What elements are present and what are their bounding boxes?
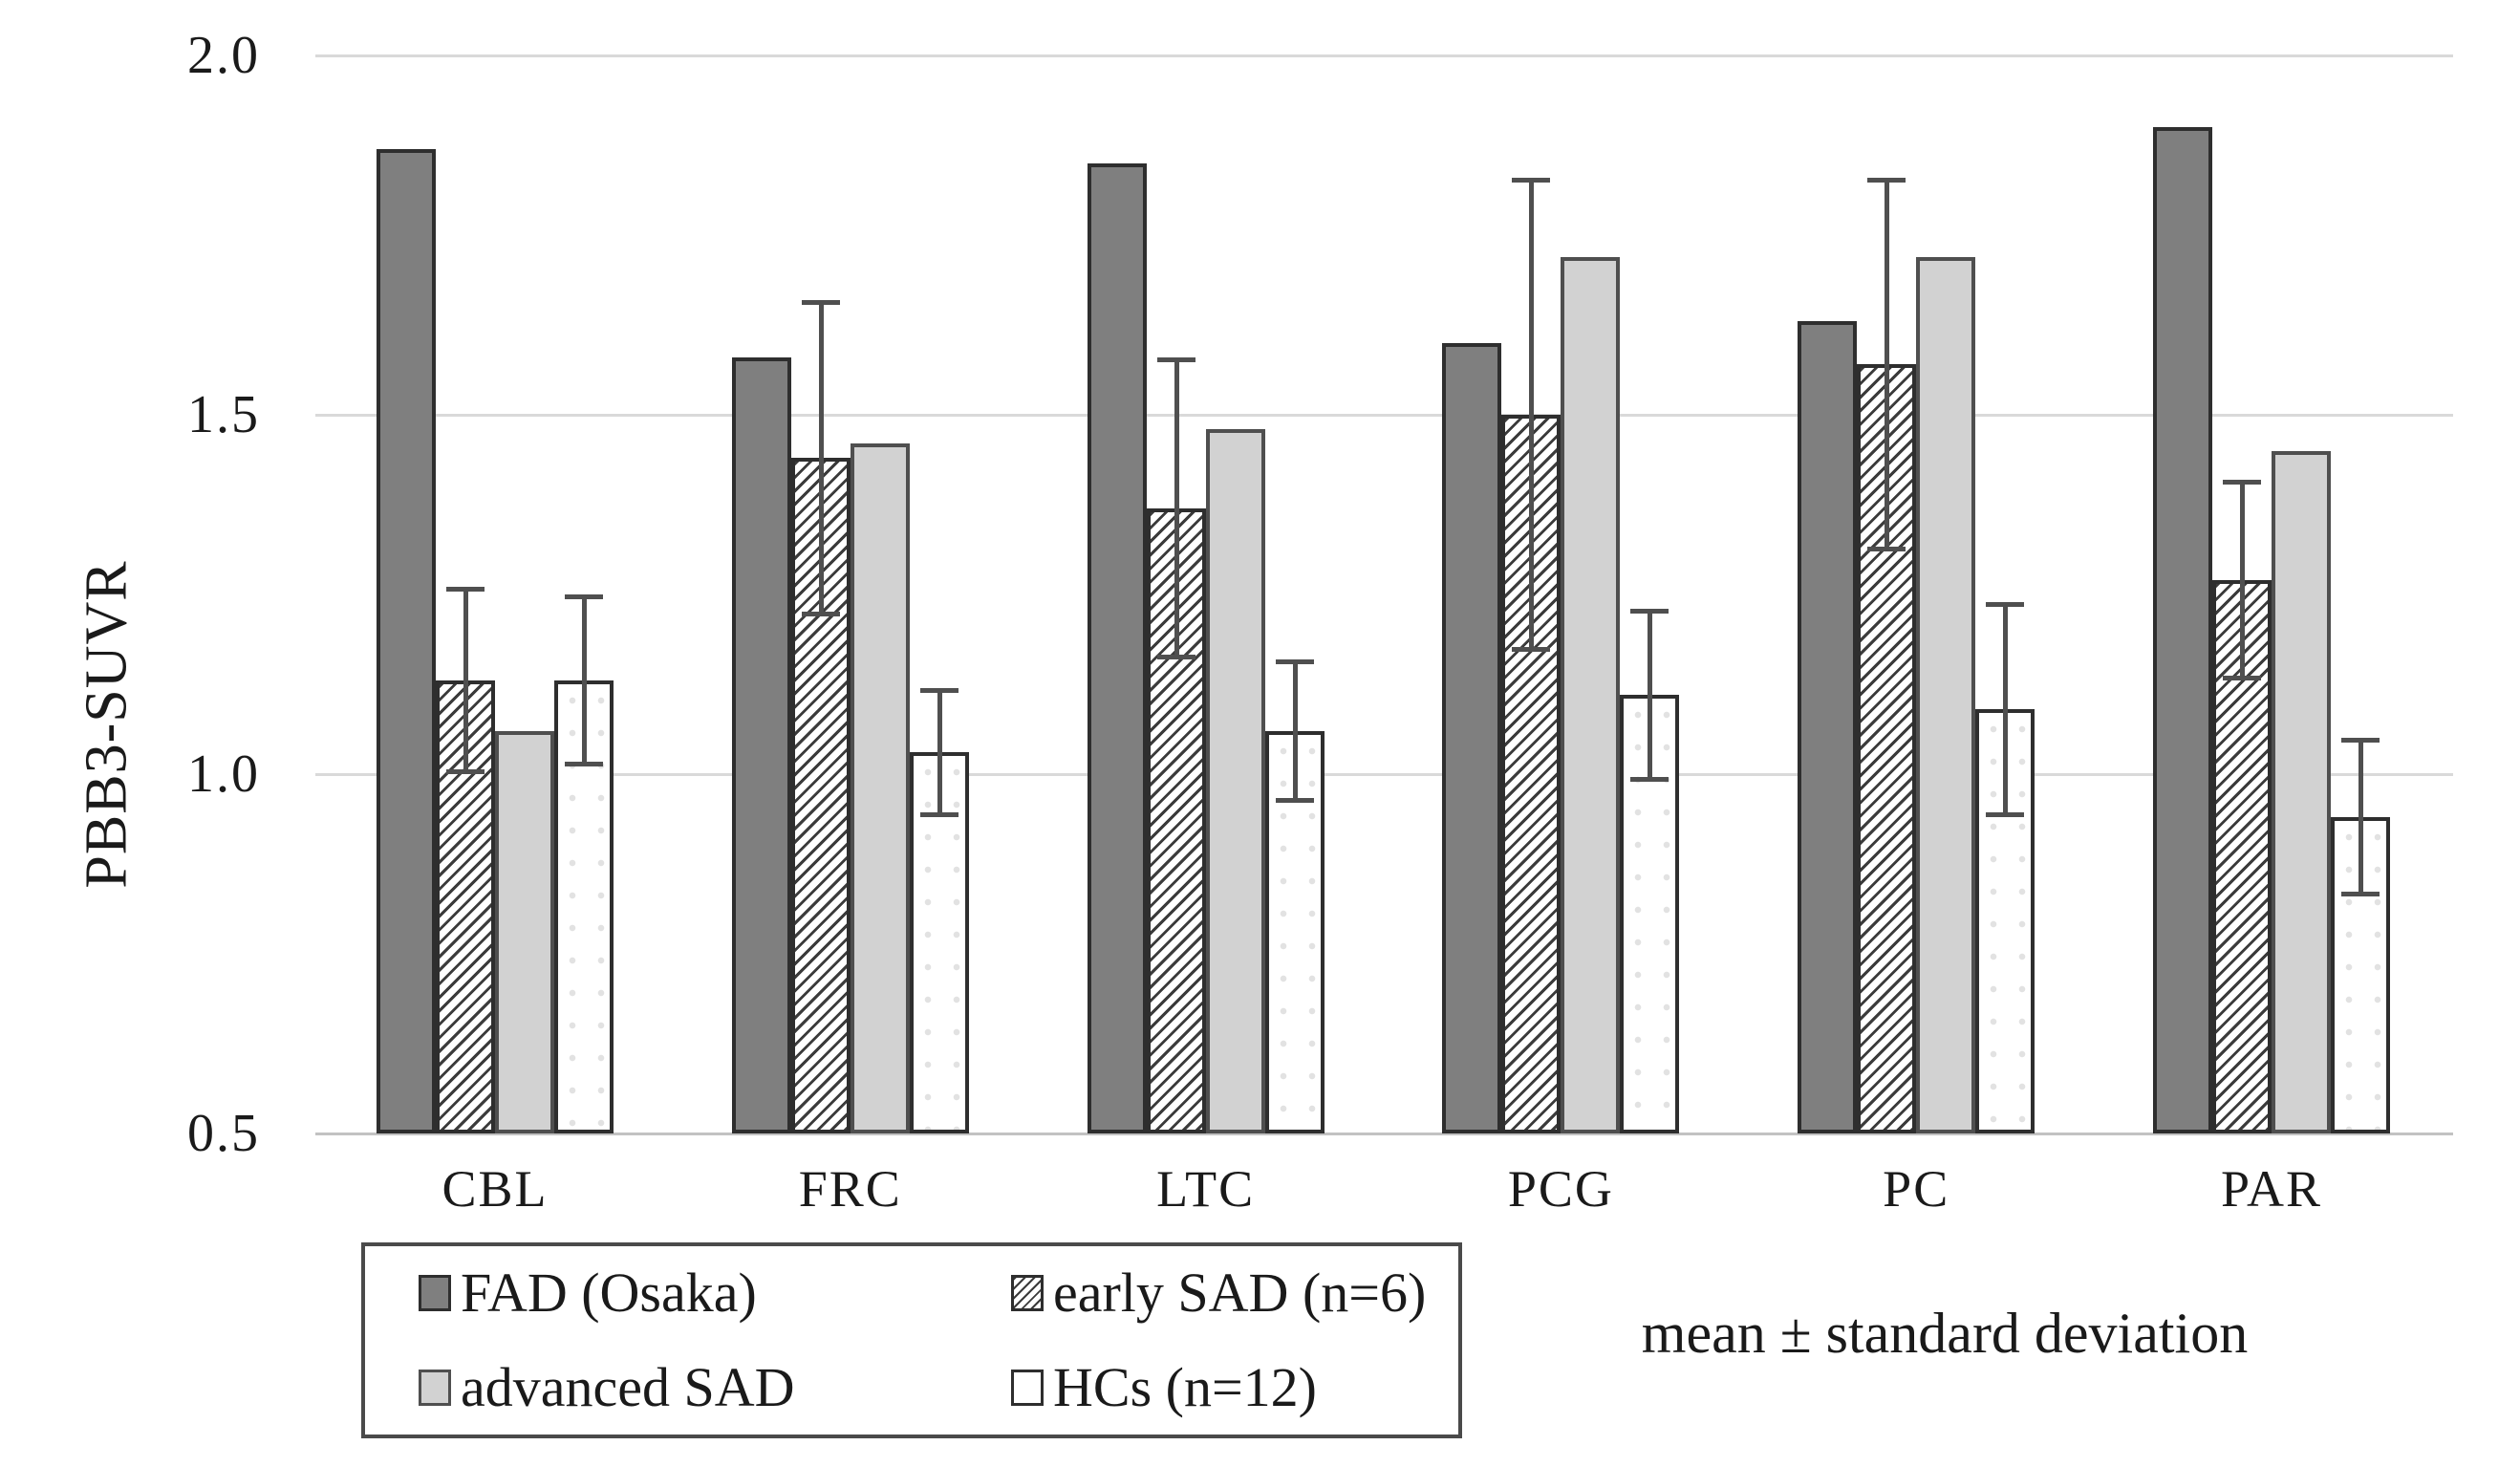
error-bar-cap-bottom xyxy=(1867,546,1906,551)
error-bar-cap-bottom xyxy=(1156,654,1195,659)
x-category-label-PAR: PAR xyxy=(2220,1160,2323,1218)
legend-box: FAD (Osaka) early SAD (n=6) advanced SAD HC… xyxy=(361,1242,1462,1438)
bar-solid-dark-PAR xyxy=(2153,127,2212,1133)
error-bar-cap-bottom xyxy=(1986,812,2025,818)
error-bar-cap-top xyxy=(1156,356,1195,362)
bar-solid-light-FRC xyxy=(850,443,910,1133)
x-category-label-CBL: CBL xyxy=(442,1160,549,1218)
legend-swatch-icon xyxy=(1011,1369,1044,1406)
bar-solid-light-LTC xyxy=(1205,429,1265,1133)
error-bar-CBL xyxy=(565,594,603,767)
error-bar-cap-bottom xyxy=(801,611,840,616)
error-bar-PC xyxy=(1867,177,1906,551)
y-tick-label: 1.0 xyxy=(187,744,260,804)
error-bar-stem xyxy=(1885,177,1890,551)
error-bar-stem xyxy=(2003,601,2009,818)
error-bar-PC xyxy=(1986,601,2025,818)
bar-solid-light-PC xyxy=(1916,256,1976,1133)
x-category-label-LTC: LTC xyxy=(1156,1160,1256,1218)
error-bar-PAR xyxy=(2223,479,2261,681)
x-category-label-FRC: FRC xyxy=(798,1160,902,1218)
error-bar-PCG xyxy=(1512,177,1551,653)
error-bar-cap-top xyxy=(1867,177,1906,183)
x-axis-line xyxy=(315,1133,2453,1135)
error-bar-cap-top xyxy=(1512,177,1551,183)
error-bar-cap-bottom xyxy=(446,768,485,774)
bar-solid-light-PAR xyxy=(2272,450,2331,1133)
bar-solid-light-CBL xyxy=(495,730,554,1133)
x-category-label-PCG: PCG xyxy=(1507,1160,1614,1218)
error-bar-stem xyxy=(818,299,824,616)
legend-item: early SAD (n=6) xyxy=(1011,1263,1458,1323)
error-bar-stem xyxy=(2240,479,2245,681)
gridline xyxy=(315,773,2453,776)
legend-item-label: advanced SAD xyxy=(461,1355,795,1418)
legend-swatch-icon xyxy=(1011,1275,1044,1312)
y-tick-label: 0.5 xyxy=(187,1104,260,1163)
bar-solid-dark-FRC xyxy=(731,356,791,1133)
error-bar-LTC xyxy=(1156,356,1195,659)
y-tick-label: 1.5 xyxy=(187,385,260,444)
bar-solid-dark-LTC xyxy=(1087,162,1147,1133)
error-bar-cap-top xyxy=(446,587,485,593)
bar-solid-dark-PCG xyxy=(1442,342,1502,1133)
bar-hatched-PC xyxy=(1857,364,1917,1133)
legend-item: FAD (Osaka) xyxy=(419,1263,1011,1323)
error-bar-cap-bottom xyxy=(2223,676,2261,681)
y-axis-title: PBB3-SUVR xyxy=(74,560,140,889)
bar-solid-light-PCG xyxy=(1561,256,1621,1133)
legend-item-label: early SAD (n=6) xyxy=(1053,1262,1427,1325)
error-bar-CBL xyxy=(446,587,485,774)
error-bar-FRC xyxy=(801,299,840,616)
error-bar-cap-top xyxy=(1986,601,2025,607)
error-bar-LTC xyxy=(1275,658,1314,804)
error-bar-cap-top xyxy=(919,687,958,693)
error-bar-cap-bottom xyxy=(1630,776,1669,782)
error-bar-stem xyxy=(1292,658,1298,804)
error-bar-stem xyxy=(1529,177,1535,653)
error-bar-stem xyxy=(1174,356,1179,659)
x-category-label-PC: PC xyxy=(1883,1160,1950,1218)
bar-hatched-CBL xyxy=(436,680,495,1133)
error-bar-stem xyxy=(937,687,942,818)
error-bar-cap-top xyxy=(565,594,603,599)
error-bar-FRC xyxy=(919,687,958,818)
gridline xyxy=(315,414,2453,417)
legend-item-label: HCs (n=12) xyxy=(1053,1355,1317,1418)
error-bar-cap-top xyxy=(1275,658,1314,664)
legend-item: advanced SAD xyxy=(419,1355,1011,1418)
error-bar-cap-bottom xyxy=(1512,647,1551,653)
error-bar-cap-bottom xyxy=(1275,798,1314,804)
error-bar-cap-top xyxy=(2223,479,2261,485)
error-bar-cap-bottom xyxy=(565,762,603,767)
error-bar-cap-bottom xyxy=(919,812,958,818)
error-bar-PAR xyxy=(2341,738,2380,896)
error-bar-stem xyxy=(1648,609,1653,782)
error-bar-stem xyxy=(463,587,468,774)
bar-outline-dotted-FRC xyxy=(909,752,969,1133)
legend-swatch-icon xyxy=(419,1369,451,1406)
bar-solid-dark-CBL xyxy=(377,148,436,1133)
error-bar-stem xyxy=(582,594,587,767)
annotation-text: mean ± standard deviation xyxy=(1641,1302,2249,1365)
error-bar-cap-top xyxy=(801,299,840,305)
bar-outline-dotted-PC xyxy=(1975,709,2035,1133)
error-bar-cap-top xyxy=(1630,609,1669,615)
legend-item: HCs (n=12) xyxy=(1011,1355,1458,1418)
bar-solid-dark-PC xyxy=(1798,321,1858,1133)
y-tick-label: 2.0 xyxy=(187,26,260,85)
legend-item-label: FAD (Osaka) xyxy=(461,1262,757,1325)
error-bar-cap-bottom xyxy=(2341,891,2380,896)
legend-swatch-icon xyxy=(419,1275,451,1312)
error-bar-stem xyxy=(2358,738,2363,896)
gridline xyxy=(315,54,2453,57)
error-bar-PCG xyxy=(1630,609,1669,782)
error-bar-cap-top xyxy=(2341,738,2380,744)
